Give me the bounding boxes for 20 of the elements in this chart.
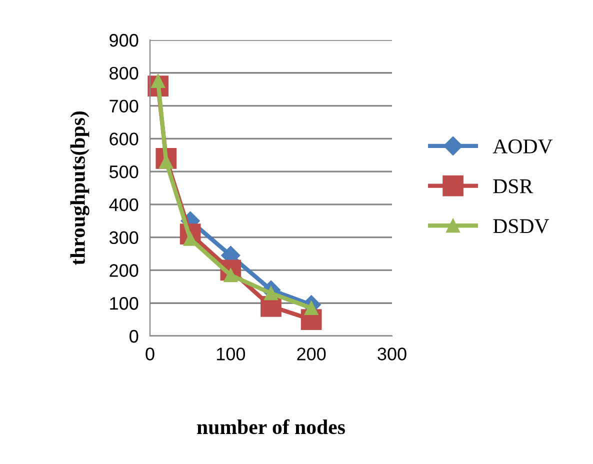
legend-label: AODV [492,139,553,154]
legend-label: DSDV [493,219,550,234]
y-tick-label: 100 [110,297,138,310]
x-tick-label: 200 [297,348,326,360]
x-tick-label: 0 [146,348,154,360]
y-tick-label: 800 [110,66,138,80]
y-tick-label: 400 [109,198,138,212]
y-tick-label: 600 [110,132,138,146]
x-tick-label: 100 [216,348,246,360]
y-tick-label: 0 [130,330,138,343]
y-axis-title: throughputs(bps) [70,112,90,266]
y-tick-label: 300 [109,231,138,244]
y-tick-label: 500 [109,165,138,178]
legend-label: DSR [493,179,534,194]
x-tick-label: 300 [378,348,406,360]
x-axis-title: number of nodes [197,419,345,434]
y-tick-label: 900 [110,34,138,47]
y-tick-label: 200 [110,264,138,277]
point [304,301,318,315]
y-tick-label: 700 [110,100,138,112]
